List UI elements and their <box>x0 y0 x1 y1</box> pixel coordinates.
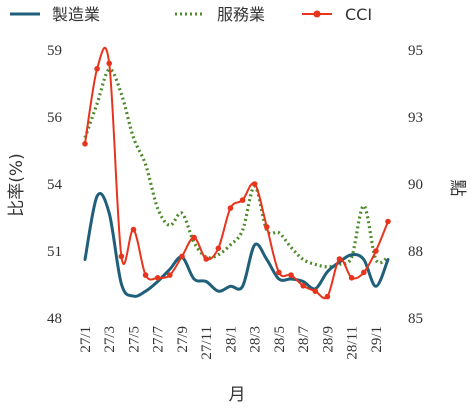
y-right-tick-label: 88 <box>408 244 423 260</box>
cci-data-point <box>167 272 173 278</box>
x-tick-label: 27/7 <box>151 326 167 353</box>
x-tick-label: 27/9 <box>175 326 191 353</box>
cci-data-point <box>130 226 137 233</box>
y-left-tick-label: 59 <box>47 43 62 59</box>
cci-data-point <box>312 288 319 295</box>
cci-data-point <box>336 256 343 262</box>
y-axis-left-ticks: 48 51 54 56 59 <box>47 43 63 327</box>
x-tick-label: 27/3 <box>102 326 118 353</box>
y-axis-right-title: 點 <box>447 180 467 197</box>
legend: 製造業 服務業 CCI <box>10 5 372 24</box>
y-axis-right-ticks: 85 88 90 93 95 <box>408 43 423 327</box>
y-right-tick-label: 90 <box>408 177 423 193</box>
cci-data-point <box>239 197 246 203</box>
cci-data-point <box>361 269 367 276</box>
y-left-tick-label: 51 <box>47 244 62 260</box>
cci-data-point <box>142 272 149 278</box>
cci-data-point <box>203 256 209 262</box>
cci-data-point <box>324 293 331 300</box>
y-right-tick-label: 85 <box>408 311 423 327</box>
cci-data-point <box>106 60 112 67</box>
cci-data-point <box>385 218 391 225</box>
y-left-tick-label: 54 <box>47 177 63 193</box>
cci-data-point <box>227 205 234 211</box>
x-tick-label: 28/5 <box>272 326 288 353</box>
y-left-tick-label: 56 <box>47 110 63 126</box>
cci-data-point <box>276 269 282 276</box>
cci-data-point <box>288 272 294 278</box>
cci-data-point <box>300 283 307 289</box>
y-right-tick-label: 95 <box>408 43 423 59</box>
legend-label-manufacturing: 製造業 <box>52 5 100 24</box>
x-tick-label: 29/1 <box>369 326 385 353</box>
plot-area <box>82 46 391 300</box>
y-right-tick-label: 93 <box>408 110 423 126</box>
x-tick-label: 28/7 <box>296 326 312 353</box>
x-tick-label: 27/11 <box>199 326 215 360</box>
cci-data-point <box>94 66 100 72</box>
cci-data-point <box>191 234 197 241</box>
x-tick-label: 27/5 <box>126 326 142 353</box>
x-tick-label: 27/1 <box>78 326 94 353</box>
x-tick-label: 28/9 <box>320 326 336 353</box>
cci-data-point <box>118 253 125 260</box>
series-line-cci <box>84 46 389 300</box>
cci-data-point <box>373 248 379 254</box>
cci-data-point <box>251 181 258 187</box>
cci-data-point <box>179 253 185 260</box>
legend-label-cci: CCI <box>345 5 372 24</box>
x-axis-ticks: 27/1 27/3 27/5 27/7 27/9 27/11 28/1 28/3 28/5 28/… <box>78 326 385 360</box>
cci-data-point <box>264 224 270 230</box>
cci-data-point <box>348 275 355 281</box>
y-left-tick-label: 48 <box>47 311 62 327</box>
x-tick-label: 28/1 <box>223 326 239 353</box>
cci-data-point <box>154 275 161 281</box>
legend-marker-cci <box>313 10 321 18</box>
x-tick-label: 28/11 <box>345 326 361 360</box>
y-axis-left-title: 比率(%) <box>7 153 27 216</box>
cci-data-point <box>215 245 222 252</box>
x-axis-title: 月 <box>229 385 246 405</box>
x-tick-label: 28/3 <box>248 326 264 353</box>
cci-data-point <box>82 141 88 147</box>
series-line-manufacturing <box>83 192 390 298</box>
legend-label-services: 服務業 <box>217 5 265 24</box>
